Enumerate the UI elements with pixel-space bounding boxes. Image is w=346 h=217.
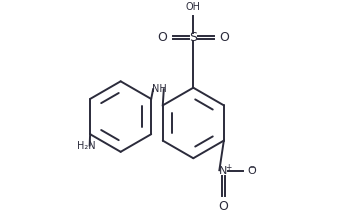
Text: N: N	[219, 166, 227, 176]
Text: O: O	[247, 166, 256, 176]
Text: +: +	[225, 163, 231, 172]
Text: NH: NH	[152, 84, 166, 94]
Text: O: O	[157, 31, 167, 44]
Text: S: S	[189, 31, 197, 44]
Text: H₂N: H₂N	[77, 141, 95, 151]
Text: O: O	[218, 200, 228, 213]
Text: O: O	[219, 31, 229, 44]
Text: −: −	[248, 163, 255, 172]
Text: OH: OH	[186, 2, 201, 12]
